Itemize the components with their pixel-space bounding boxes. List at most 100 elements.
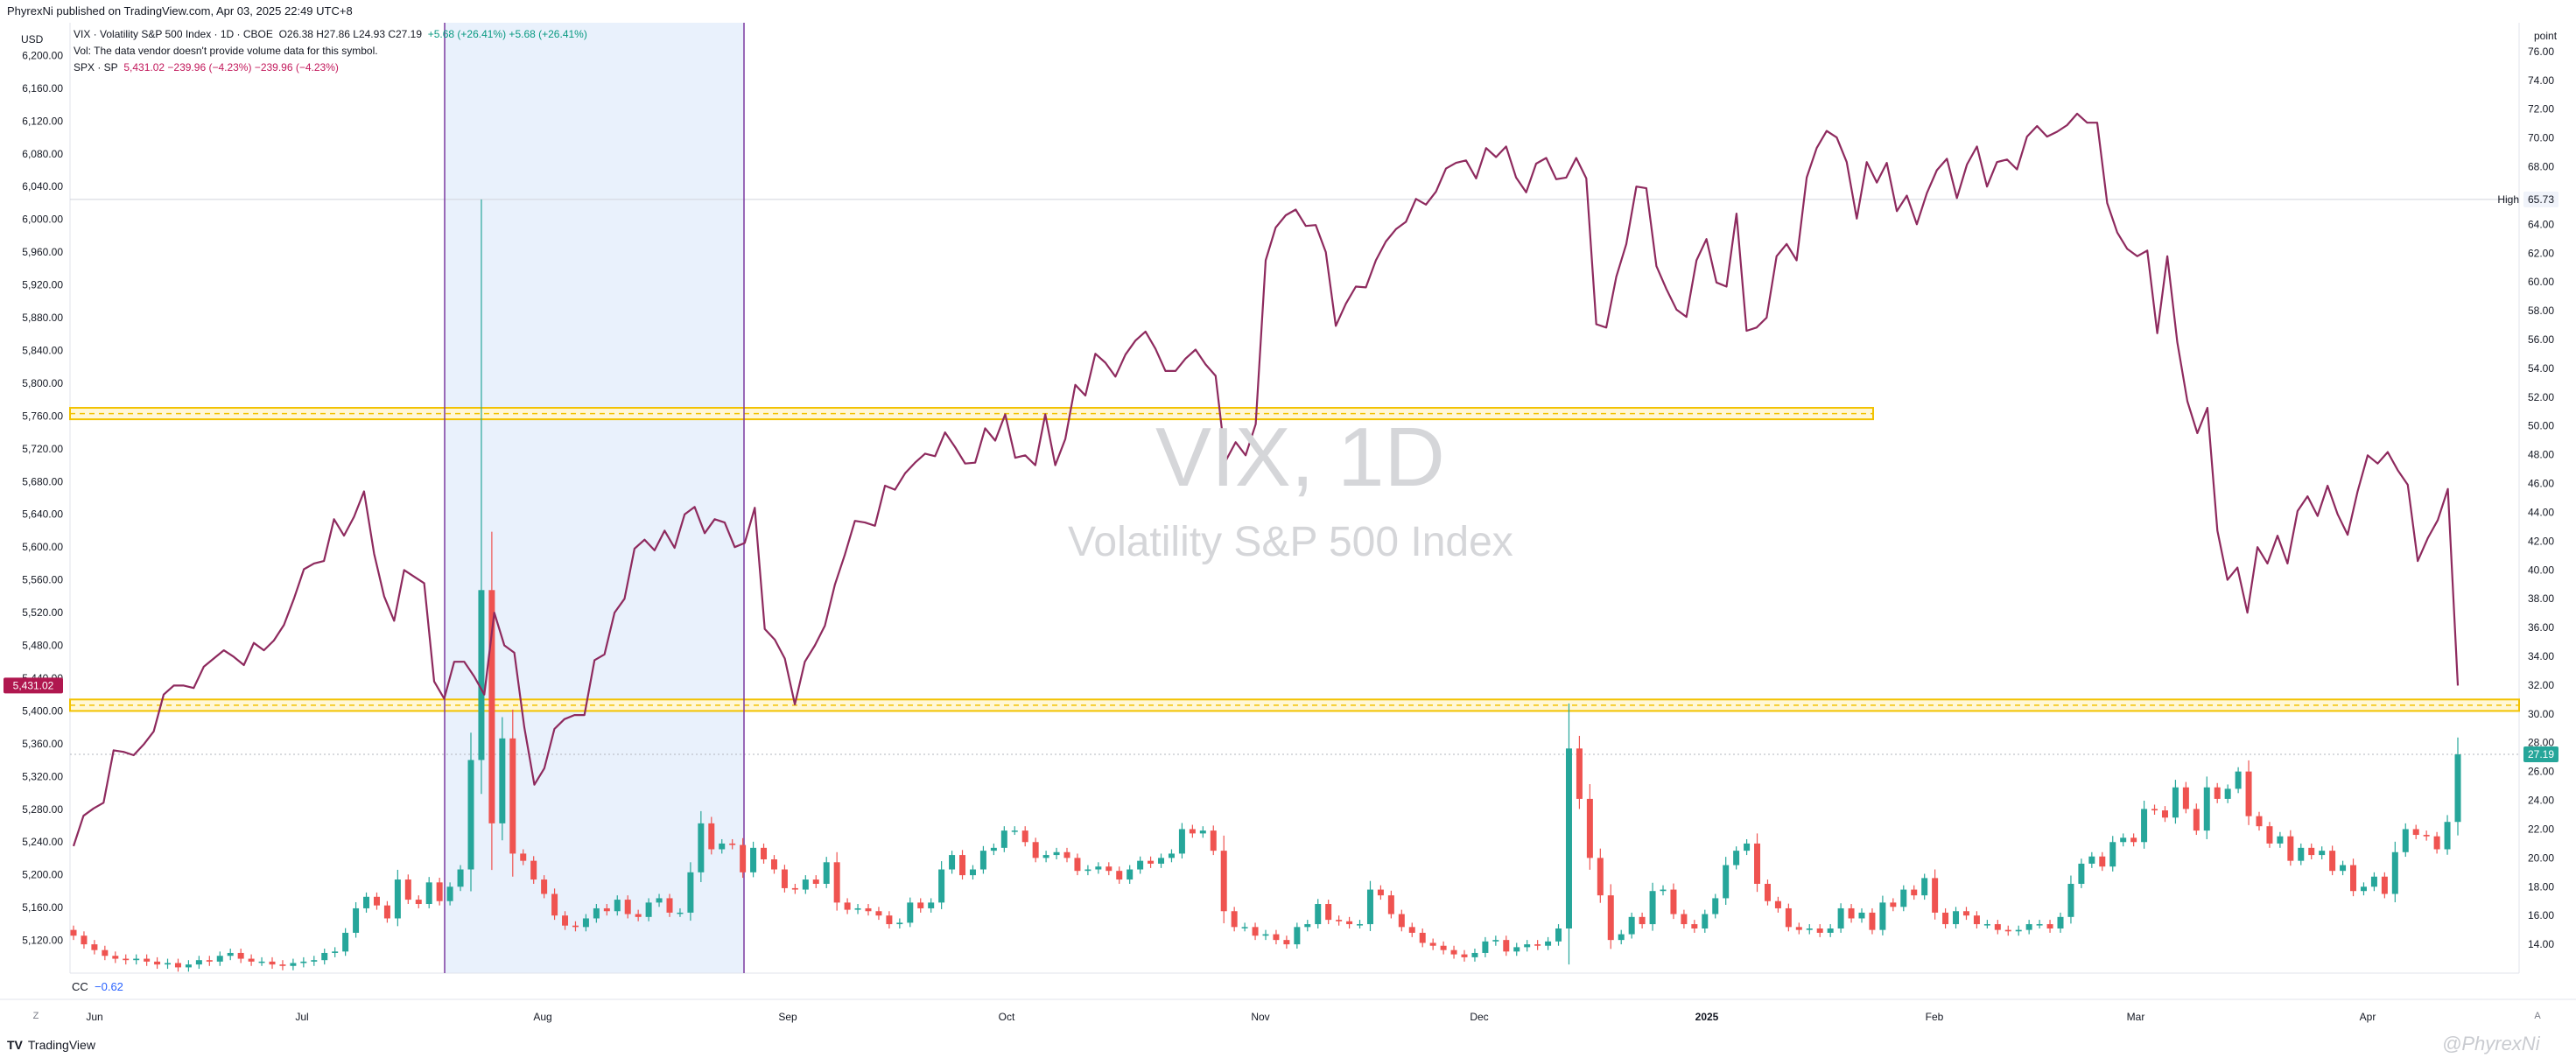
vix-candle-body xyxy=(833,862,840,903)
left-tick-label: 5,160.00 xyxy=(22,901,63,914)
footer-brand[interactable]: TV TradingView xyxy=(7,1038,95,1052)
vix-candle-body xyxy=(509,738,516,854)
vix-candle-body xyxy=(1106,866,1113,872)
left-tick-label: 5,560.00 xyxy=(22,574,63,586)
right-tick-label: 72.00 xyxy=(2528,103,2554,116)
vix-candle-body xyxy=(2046,924,2053,928)
vix-candle-body xyxy=(812,879,819,884)
left-tick-label: 5,400.00 xyxy=(22,704,63,717)
vix-candle-body xyxy=(290,963,297,966)
right-tick-label: 42.00 xyxy=(2528,535,2554,547)
vix-candle-body xyxy=(248,958,255,962)
vix-candle-body xyxy=(1168,853,1175,858)
vix-candle-body xyxy=(1555,928,1562,942)
vix-candle-body xyxy=(70,929,77,936)
vix-candle-body xyxy=(216,956,223,962)
vix-candle-body xyxy=(2057,916,2064,928)
time-tick-label: Oct xyxy=(999,1011,1015,1023)
vix-candle-body xyxy=(1377,889,1384,896)
vix-candle-body xyxy=(791,887,798,890)
right-tick-label: 36.00 xyxy=(2528,621,2554,634)
vix-candle-body xyxy=(635,914,642,917)
vix-candle-body xyxy=(394,879,401,919)
vix-candle-body xyxy=(1576,748,1583,799)
left-tick-label: 5,960.00 xyxy=(22,246,63,258)
vix-candle-body xyxy=(2172,787,2179,818)
vix-candle-body xyxy=(770,859,777,870)
vix-candle-body xyxy=(2036,924,2043,926)
event-markers xyxy=(444,23,745,973)
vix-candle-body xyxy=(2340,865,2347,872)
vix-candle-body xyxy=(1702,914,1709,928)
left-tick-label: 5,880.00 xyxy=(22,312,63,324)
vix-candle-body xyxy=(1461,954,1468,957)
left-tick-label: 5,760.00 xyxy=(22,410,63,422)
vix-candle-body xyxy=(1074,858,1081,872)
auto-scale-button[interactable]: A xyxy=(2530,1008,2545,1024)
vix-candle-body xyxy=(1618,934,1625,941)
price-labels: 5,431.02 High 65.73 27.19 xyxy=(4,191,2558,763)
left-tick-label: 5,800.00 xyxy=(22,377,63,389)
vix-candle-body xyxy=(823,862,830,884)
vix-candle-body xyxy=(541,879,548,894)
vix-candle-body xyxy=(603,907,610,912)
spx-legend[interactable]: SPX · SP 5,431.02 −239.96 (−4.23%) −239.… xyxy=(74,61,339,74)
vix-candle-body xyxy=(112,956,119,959)
vix-candle-body xyxy=(1450,949,1457,955)
vix-candle-body xyxy=(2088,856,2095,864)
vix-candle-body xyxy=(1681,914,1688,925)
vix-candle-body xyxy=(2224,788,2231,799)
vix-candle-body xyxy=(2214,787,2221,799)
vix-candle-body xyxy=(1294,927,1301,945)
vix-candle-body xyxy=(896,922,903,925)
vix-last-value-badge xyxy=(2523,746,2558,763)
vix-candle-body xyxy=(979,851,986,870)
vix-candle-body xyxy=(1042,855,1049,858)
vix-candle-body xyxy=(1137,860,1144,870)
watermark-subtitle: Volatility S&P 500 Index xyxy=(1068,519,1513,565)
vix-candle-body xyxy=(2329,851,2336,872)
vix-candle-body xyxy=(258,961,265,963)
volume-note-text: Vol: The data vendor doesn't provide vol… xyxy=(74,45,378,57)
right-tick-label: 26.00 xyxy=(2528,766,2554,778)
vix-candle-body xyxy=(645,902,652,917)
vix-candle-body xyxy=(2444,822,2451,850)
vix-candle-body xyxy=(1116,871,1123,880)
vix-candle-body xyxy=(562,915,569,926)
vix-candle-body xyxy=(332,951,339,953)
vix-candle-body xyxy=(165,963,172,965)
time-tick-label: Aug xyxy=(533,1011,551,1023)
vix-candle-body xyxy=(1231,911,1238,928)
vix-candle-body xyxy=(907,902,914,923)
vix-candle-body xyxy=(2256,816,2263,827)
vix-candle-body xyxy=(1346,921,1353,925)
left-tick-label: 5,240.00 xyxy=(22,836,63,848)
vix-candle-body xyxy=(2141,809,2148,843)
vix-candle-body xyxy=(1848,907,1855,919)
vix-candle-body xyxy=(1408,927,1415,933)
vix-candle-body xyxy=(353,907,360,933)
vix-candle-body xyxy=(227,952,234,956)
indicator-legend[interactable]: CC −0.62 xyxy=(72,980,123,993)
vix-candle-body xyxy=(1827,928,1834,933)
vix-candle-body xyxy=(687,872,694,913)
vix-candle-body xyxy=(677,912,684,914)
spx-price-line xyxy=(72,112,2460,847)
vix-candle-body xyxy=(467,760,474,870)
vix-candle-body xyxy=(854,907,861,910)
right-tick-label: 60.00 xyxy=(2528,276,2554,288)
axis-frame xyxy=(0,23,2576,1000)
spx-last-value-text: 5,431.02 xyxy=(13,679,54,691)
left-tick-label: 6,160.00 xyxy=(22,82,63,95)
vix-legend[interactable]: VIX · Volatility S&P 500 Index · 1D · CB… xyxy=(74,28,587,40)
zoom-left-button[interactable]: Z xyxy=(32,1011,39,1021)
vix-candle-body xyxy=(1670,889,1677,914)
vix-candle-body xyxy=(1513,947,1520,952)
indicator-label: CC xyxy=(72,980,88,993)
right-tick-label: 24.00 xyxy=(2528,795,2554,807)
left-tick-label: 5,200.00 xyxy=(22,869,63,881)
vix-candle-body xyxy=(2412,829,2419,836)
vix-candle-body xyxy=(708,823,715,850)
vix-candle-body xyxy=(123,958,130,961)
